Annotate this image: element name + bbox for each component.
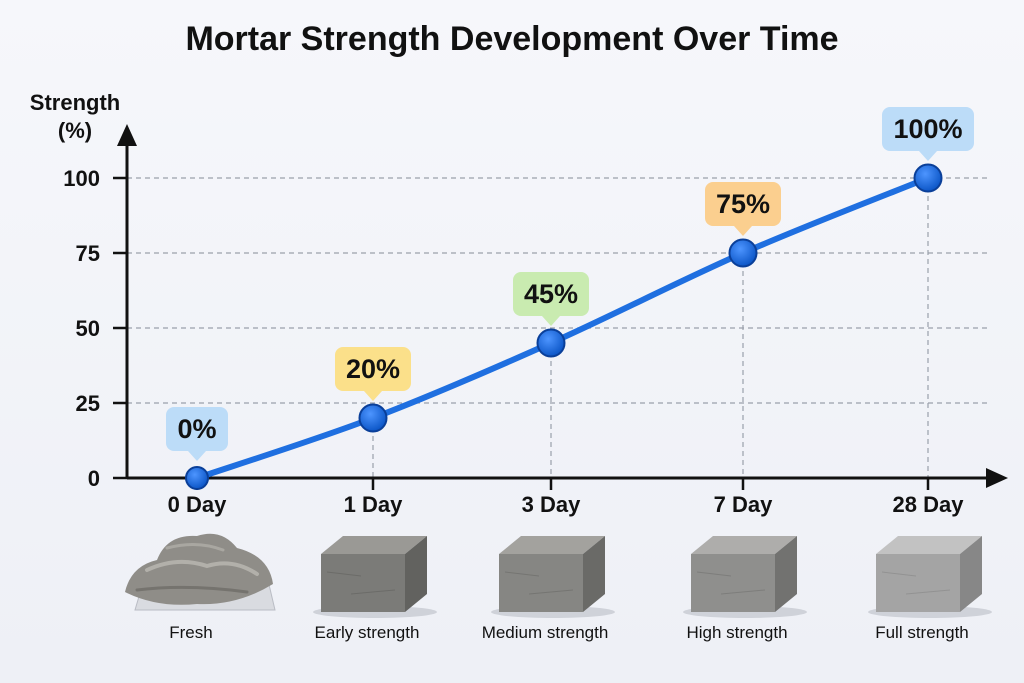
data-label-bubble: 100%: [882, 107, 974, 161]
data-label-pointer: [188, 451, 206, 461]
mortar-block-image: [491, 536, 615, 618]
mortar-block-image: [868, 536, 992, 618]
data-label-bubble: 0%: [166, 407, 228, 461]
y-tick-label: 50: [76, 316, 100, 341]
stage-labels: Fresh Early strength Medium strength High s…: [169, 623, 969, 642]
data-label-pointer: [542, 316, 560, 326]
y-ticks: 0 25 50 75 100: [63, 166, 127, 491]
x-tick-label: 3 Day: [522, 492, 581, 517]
data-point: [358, 403, 388, 433]
x-tick-label: 1 Day: [344, 492, 403, 517]
x-ticks: 0 Day 1 Day 3 Day 7 Day 28 Day: [168, 478, 965, 517]
data-label: 45%: [524, 279, 578, 309]
stage-label: High strength: [686, 623, 787, 642]
data-label: 20%: [346, 354, 400, 384]
x-tick-label: 7 Day: [714, 492, 773, 517]
x-axis-arrow-icon: [986, 468, 1008, 488]
data-markers: [185, 163, 943, 490]
wet-mortar-pile-image: [125, 533, 276, 611]
sample-images: [125, 533, 992, 618]
data-label-bubble: 20%: [335, 347, 411, 401]
y-tick-label: 25: [76, 391, 100, 416]
data-label: 75%: [716, 189, 770, 219]
x-tick-label: 0 Day: [168, 492, 227, 517]
mortar-block-image: [683, 536, 807, 618]
data-label-bubble: 45%: [513, 272, 589, 326]
data-label-box: [705, 182, 781, 226]
y-tick-label: 100: [63, 166, 100, 191]
y-tick-label: 75: [76, 241, 100, 266]
data-label-pointer: [734, 226, 752, 236]
data-point: [728, 238, 758, 268]
x-tick-label: 28 Day: [893, 492, 965, 517]
stage-label: Full strength: [875, 623, 969, 642]
data-label-bubble: 75%: [705, 182, 781, 236]
stage-label: Early strength: [315, 623, 420, 642]
y-tick-label: 0: [88, 466, 100, 491]
data-label-box: [166, 407, 228, 451]
data-label-box: [882, 107, 974, 151]
y-axis-arrow-icon: [117, 124, 137, 146]
stage-label: Fresh: [169, 623, 212, 642]
data-label-pointer: [364, 391, 382, 401]
data-label: 0%: [177, 414, 216, 444]
data-point: [185, 466, 209, 490]
chart-title: Mortar Strength Development Over Time: [185, 20, 838, 58]
data-labels: 0% 20% 45% 75% 100%: [166, 107, 974, 461]
data-label-pointer: [919, 151, 937, 161]
y-axis-label-line2: (%): [58, 118, 92, 143]
data-label-box: [513, 272, 589, 316]
stage-label: Medium strength: [482, 623, 609, 642]
data-label-box: [335, 347, 411, 391]
data-point: [536, 328, 566, 358]
y-axis-label-line1: Strength: [30, 90, 120, 115]
data-label: 100%: [893, 114, 962, 144]
mortar-block-image: [313, 536, 437, 618]
data-point: [913, 163, 943, 193]
